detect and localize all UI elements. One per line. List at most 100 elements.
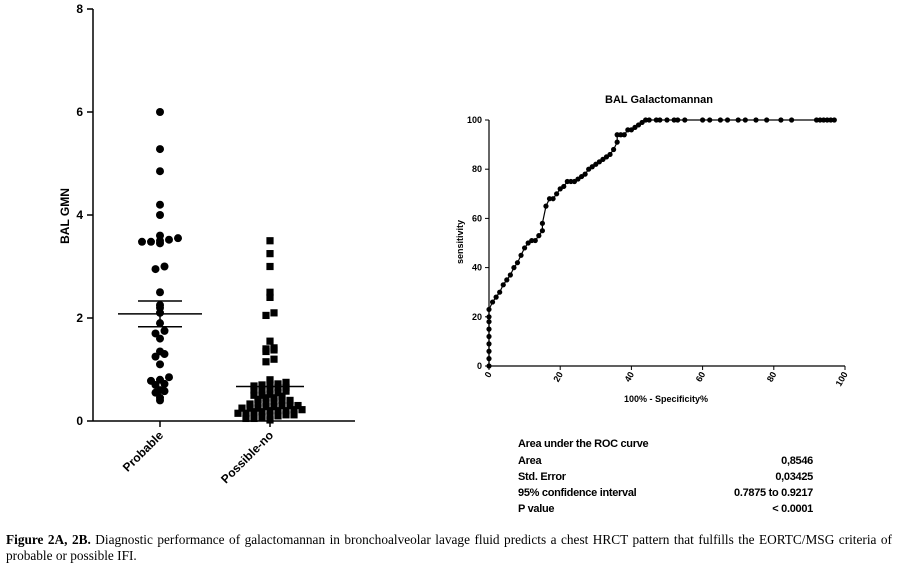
data-point-probable [156, 211, 164, 219]
data-point-probable [156, 375, 164, 384]
data-point-possible-no [242, 414, 250, 423]
roc-point [813, 117, 820, 123]
stats-value: < 0.0001 [772, 503, 813, 515]
y-tick-label: 2 [76, 311, 83, 325]
data-point-possible-no [270, 355, 278, 363]
data-point-possible-no [238, 404, 246, 412]
roc-point [821, 117, 827, 123]
data-point-probable [151, 352, 160, 361]
data-point-probable [156, 231, 164, 240]
data-point-possible-no [266, 381, 274, 389]
stats-value: 0,03425 [775, 471, 813, 483]
data-point-possible-no [270, 402, 278, 411]
roc-point [707, 117, 713, 123]
data-point-possible-no [258, 413, 266, 421]
figure-caption: Figure 2A, 2B. Diagnostic performance of… [6, 532, 892, 564]
stats-row-std-error: Std. Error 0,03425 [518, 469, 813, 485]
roc-curve-points [486, 117, 837, 369]
data-point-probable [156, 360, 164, 369]
data-point-possible-no [282, 411, 290, 419]
data-point-probable [160, 262, 169, 271]
data-point-possible-no [262, 394, 270, 402]
roc-point [646, 117, 652, 123]
data-point-possible-no [250, 414, 258, 423]
x-tick-label: 40 [622, 370, 636, 384]
data-point-possible-no [270, 397, 278, 406]
roc-point [831, 117, 837, 123]
data-point-possible-no [246, 404, 254, 412]
roc-point [486, 348, 492, 354]
data-point-possible-no [258, 386, 266, 394]
roc-point [764, 117, 770, 123]
data-point-possible-no [278, 401, 286, 410]
roc-point [518, 252, 524, 258]
data-point-possible-no [286, 401, 294, 410]
data-point-possible-no [250, 386, 258, 394]
data-point-probable [147, 376, 155, 385]
roc-point [486, 341, 492, 347]
data-point-possible-no [286, 396, 294, 404]
roc-point [742, 117, 748, 123]
roc-point [539, 228, 546, 234]
stats-header-row: Area under the ROC curve [518, 436, 813, 453]
roc-point [682, 117, 688, 123]
roc-point [611, 146, 617, 153]
roc-point [486, 356, 492, 362]
stats-value: 0,8546 [781, 455, 813, 467]
data-point-possible-no [266, 288, 274, 296]
y-tick-label: 4 [76, 208, 83, 222]
roc-chart: BAL Galactomannan 0 20 40 60 80 100 0 20 40 60 80… [455, 94, 850, 404]
data-point-possible-no [266, 250, 274, 258]
roc-point [614, 132, 620, 138]
y-tick-label: 6 [76, 105, 83, 119]
data-point-possible-no [234, 409, 242, 417]
data-point-possible-no [282, 383, 290, 392]
data-point-possible-no [266, 416, 274, 424]
data-point-possible-no [262, 399, 270, 407]
data-point-possible-no [254, 395, 262, 403]
data-point-possible-no [266, 390, 274, 398]
data-point-possible-no [266, 262, 274, 271]
roc-point [607, 151, 613, 158]
data-point-probable [165, 373, 173, 382]
roc-point [500, 282, 506, 288]
y-tick-label: 100 [467, 115, 482, 125]
data-point-possible-no [262, 402, 270, 411]
roc-point [614, 139, 620, 145]
roc-point [486, 319, 492, 325]
stats-label: Area [518, 455, 542, 467]
data-point-possible-no [266, 412, 274, 420]
stats-label: Std. Error [518, 471, 566, 483]
roc-point [486, 333, 492, 340]
y-tick-label: 0 [76, 414, 83, 428]
roc-point [486, 326, 492, 332]
chart-title: BAL Galactomannan [605, 94, 713, 106]
data-point-possible-no [278, 392, 286, 400]
caption-text: Diagnostic performance of galactomannan … [6, 532, 892, 563]
data-points [138, 108, 306, 424]
data-point-possible-no [274, 407, 282, 415]
roc-point [564, 178, 570, 185]
data-point-possible-no [290, 411, 298, 419]
data-point-possible-no [246, 400, 254, 408]
x-axis-label: 100% - Specificity% [624, 394, 708, 404]
roc-point [504, 277, 510, 283]
data-point-possible-no [258, 391, 266, 399]
data-point-probable [151, 329, 160, 338]
data-point-possible-no [266, 407, 274, 415]
y-tick-label: 40 [472, 263, 482, 273]
data-point-probable [156, 386, 164, 395]
roc-point [618, 132, 624, 138]
data-point-possible-no [262, 311, 270, 320]
data-point-probable [174, 234, 182, 243]
roc-point [511, 265, 517, 271]
roc-point [582, 171, 588, 177]
caption-label: Figure 2A, 2B. [6, 532, 91, 547]
roc-point [486, 363, 492, 369]
roc-point [753, 117, 759, 123]
data-point-possible-no [258, 381, 266, 389]
data-point-possible-no [290, 406, 298, 414]
data-point-possible-no [266, 376, 274, 384]
stats-row-confidence-interval: 95% confidence interval 0.7875 to 0.9217 [518, 485, 813, 501]
